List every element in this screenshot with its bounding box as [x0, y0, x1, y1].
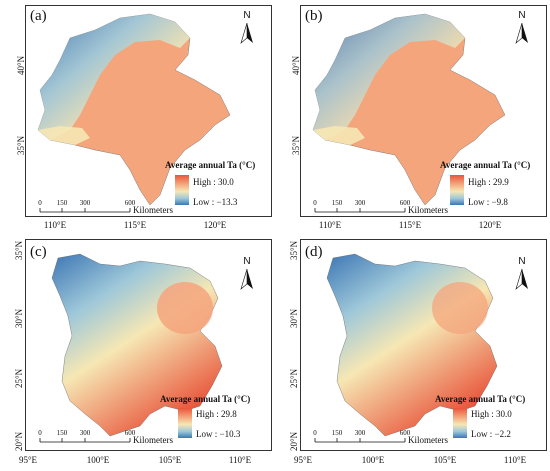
map-region — [37, 13, 231, 206]
lon-tick: 95°E — [18, 455, 38, 465]
lon-tick: 105°E — [158, 455, 182, 465]
map-region — [51, 253, 223, 437]
legend-low: Low : −13.3 — [193, 197, 238, 207]
lon-tick: 110°E — [228, 455, 252, 465]
scale-tick: 150 — [56, 199, 68, 207]
legend-title: Average annual Ta (°C) — [160, 394, 251, 404]
panel-label: (d) — [305, 244, 323, 260]
map-region — [312, 13, 506, 206]
north-arrow-icon: N — [511, 10, 533, 46]
scale-tick: 300 — [79, 199, 91, 207]
scale-bar — [314, 208, 406, 213]
north-letter: N — [518, 10, 526, 21]
map-panel-b: (b) N 40°N 35°N 110°E 115°E 120°E Averag… — [275, 0, 550, 235]
scale-tick: 600 — [399, 199, 411, 207]
scale-tick: 0 — [313, 429, 317, 437]
lon-tick: 110°E — [43, 220, 67, 230]
lon-tick: 110°E — [318, 220, 342, 230]
lon-tick: 120°E — [203, 220, 227, 230]
lon-tick: 120°E — [478, 220, 502, 230]
panel-label: (c) — [30, 244, 47, 260]
legend-color-ramp — [175, 175, 189, 205]
scale-tick: 600 — [124, 199, 136, 207]
north-arrow-icon: N — [236, 10, 258, 46]
lon-tick: 115°E — [123, 220, 147, 230]
legend-low: Low : −10.3 — [196, 429, 241, 439]
scale-bar — [314, 438, 406, 443]
legend-high: High : 30.0 — [471, 409, 512, 419]
map-region — [326, 253, 498, 437]
north-letter: N — [243, 10, 251, 21]
legend-high: High : 29.9 — [468, 177, 509, 187]
scale-tick: 0 — [38, 199, 42, 207]
scale-tick: 300 — [79, 429, 91, 437]
legend-low: Low : −9.8 — [468, 197, 508, 207]
legend-high: High : 30.0 — [193, 177, 234, 187]
legend-color-ramp — [450, 175, 464, 205]
scale-bar — [39, 208, 131, 213]
scale-tick: 600 — [124, 429, 136, 437]
scale-tick: 300 — [354, 429, 366, 437]
lon-tick: 100°E — [86, 455, 110, 465]
legend-title: Average annual Ta (°C) — [435, 394, 526, 404]
legend-title: Average annual Ta (°C) — [440, 160, 531, 170]
panel-label: (a) — [30, 8, 47, 24]
scale-unit: Kilometers — [408, 205, 448, 215]
lon-tick: 110°E — [503, 455, 527, 465]
scale-tick: 150 — [56, 429, 68, 437]
scale-tick: 600 — [399, 429, 411, 437]
map-panel-d: (d) N 35°N 30°N 25°N 20°N 95°E 100°E 105… — [275, 236, 550, 471]
north-letter: N — [243, 256, 251, 267]
scale-tick: 300 — [354, 199, 366, 207]
legend-title: Average annual Ta (°C) — [165, 160, 256, 170]
scale-tick: 150 — [331, 429, 343, 437]
lon-tick: 105°E — [433, 455, 457, 465]
legend-high: High : 29.8 — [196, 409, 237, 419]
panel-label: (b) — [305, 8, 323, 24]
lon-tick: 100°E — [361, 455, 385, 465]
scale-tick: 0 — [313, 199, 317, 207]
lon-tick: 95°E — [293, 455, 313, 465]
scale-unit: Kilometers — [133, 205, 173, 215]
map-panel-a: (a) N 40°N 35°N 110°E 115°E 120°E Averag… — [0, 0, 275, 235]
north-arrow-icon: N — [236, 256, 258, 292]
scale-unit: Kilometers — [408, 435, 448, 445]
scale-tick: 0 — [38, 429, 42, 437]
scale-bar — [39, 438, 131, 443]
map-panel-c: (c) N 35°N 30°N 25°N 20°N 95°E 100°E 105… — [0, 236, 275, 471]
legend-color-ramp — [178, 408, 192, 438]
lon-tick: 115°E — [398, 220, 422, 230]
scale-tick: 150 — [331, 199, 343, 207]
north-letter: N — [518, 256, 526, 267]
north-arrow-icon: N — [511, 256, 533, 292]
legend-color-ramp — [453, 408, 467, 438]
legend-low: Low : −2.2 — [471, 429, 511, 439]
scale-unit: Kilometers — [133, 435, 173, 445]
